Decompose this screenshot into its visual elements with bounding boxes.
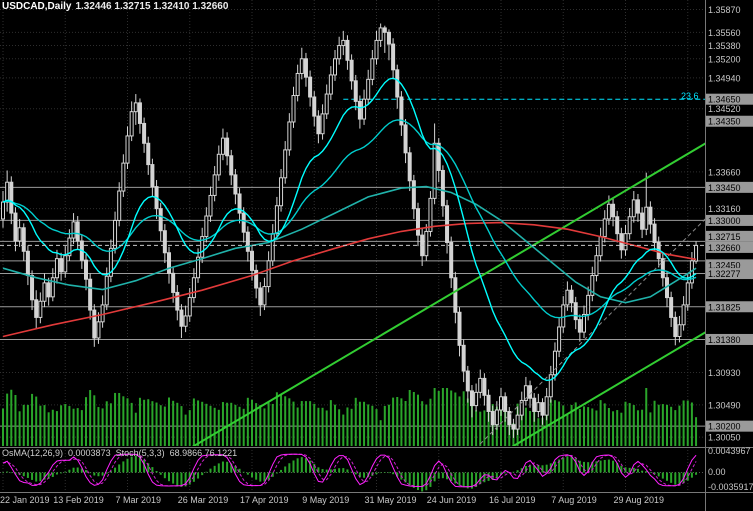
price-tick-label: 1.35560: [708, 28, 741, 38]
price-tick-label: 1.32660: [708, 243, 741, 253]
price-tick-label: 1.33160: [708, 204, 741, 214]
price-tick-label: 1.30490: [708, 400, 741, 410]
date-label: 22 Jan 2019: [0, 495, 50, 505]
price-level-badge: [706, 115, 753, 127]
price-tick-label: 1.32450: [708, 260, 741, 270]
price-tick-label: 1.30050: [708, 433, 741, 443]
chart-title: USDCAD,Daily 1.32446 1.32715 1.32410 1.32…: [2, 1, 228, 12]
indicator-zero-label: 0.00: [708, 467, 726, 477]
date-label: 7 Mar 2019: [116, 495, 162, 505]
price-level-badge: [706, 301, 753, 313]
osma-value: 0.0003873: [68, 448, 111, 458]
candlestick-series: [1, 23, 699, 438]
price-tick-label: 1.34350: [708, 117, 741, 127]
indicator-labels: OsMA(12,26,9) 0.0003873 Stoch(5,3,3) 68.986…: [2, 448, 242, 458]
stoch-label: Stoch(5,3,3): [115, 448, 165, 458]
price-tick-label: 1.35380: [708, 41, 741, 51]
price-tick-label: 1.30200: [708, 422, 741, 432]
date-label: 13 Feb 2019: [53, 495, 104, 505]
price-tick-label: 1.31825: [708, 302, 741, 312]
price-tick-label: 1.34520: [708, 104, 741, 114]
stoch-values: 68.9866 76.1221: [169, 448, 238, 458]
indicator-min-label: -0.0035917: [708, 482, 753, 492]
stochastic-lines: [2, 453, 697, 488]
date-label: 31 May 2019: [365, 495, 417, 505]
price-level-badge: [706, 333, 753, 345]
date-label: 26 Mar 2019: [178, 495, 229, 505]
indicator-max-label: 0.0043967: [708, 446, 751, 456]
price-level-badge: [706, 241, 753, 253]
price-level-badge: [706, 181, 753, 193]
date-label: 24 Jun 2019: [427, 495, 477, 505]
price-tick-label: 1.32715: [708, 232, 741, 242]
price-tick-label: 1.33450: [708, 183, 741, 193]
ma-red-line: [2, 221, 697, 338]
symbol-timeframe-label: USDCAD,Daily: [2, 1, 72, 12]
date-label: 17 Apr 2019: [240, 495, 289, 505]
price-level-badge: [706, 230, 753, 242]
osma-histogram: [0, 455, 705, 492]
ohlc-values: 1.32446 1.32715 1.32410 1.32660: [75, 1, 229, 12]
price-axis[interactable]: 1.35870 1.35560 1.35380 1.35200 1.34940 1.346…: [706, 5, 753, 443]
price-tick-label: 1.35870: [708, 5, 741, 15]
date-label: 16 Jul 2019: [489, 495, 536, 505]
price-level-badge: [706, 214, 753, 226]
price-tick-label: 1.34940: [708, 73, 741, 83]
price-tick-label: 1.31380: [708, 335, 741, 345]
price-level-badge: [706, 420, 753, 432]
price-tick-label: 1.32277: [708, 269, 741, 279]
price-tick-label: 1.33000: [708, 216, 741, 226]
price-level-badge: [706, 268, 753, 280]
price-tick-label: 1.33660: [708, 167, 741, 177]
ma-cyan-fast-line: [2, 77, 697, 382]
date-label: 7 Aug 2019: [551, 495, 597, 505]
date-label: 29 Aug 2019: [614, 495, 665, 505]
price-tick-label: 1.30930: [708, 368, 741, 378]
indicator-axis[interactable]: 0.0043967 0.00 -0.0035917: [708, 446, 753, 492]
price-tick-label: 1.34650: [708, 95, 741, 105]
price-level-badge: [706, 259, 753, 271]
price-tick-label: 1.35200: [708, 54, 741, 64]
time-axis[interactable]: 22 Jan 2019 13 Feb 2019 7 Mar 2019 26 Mar 2…: [0, 495, 664, 505]
ma-teal-line: [2, 185, 697, 304]
date-label: 9 May 2019: [302, 495, 349, 505]
price-level-badge: [706, 93, 753, 105]
moving-averages: [2, 77, 697, 382]
ma-cyan-slow-line: [2, 119, 697, 319]
fib-236-label: 23.6: [681, 91, 699, 101]
osma-label: OsMA(12,26,9): [2, 448, 64, 458]
